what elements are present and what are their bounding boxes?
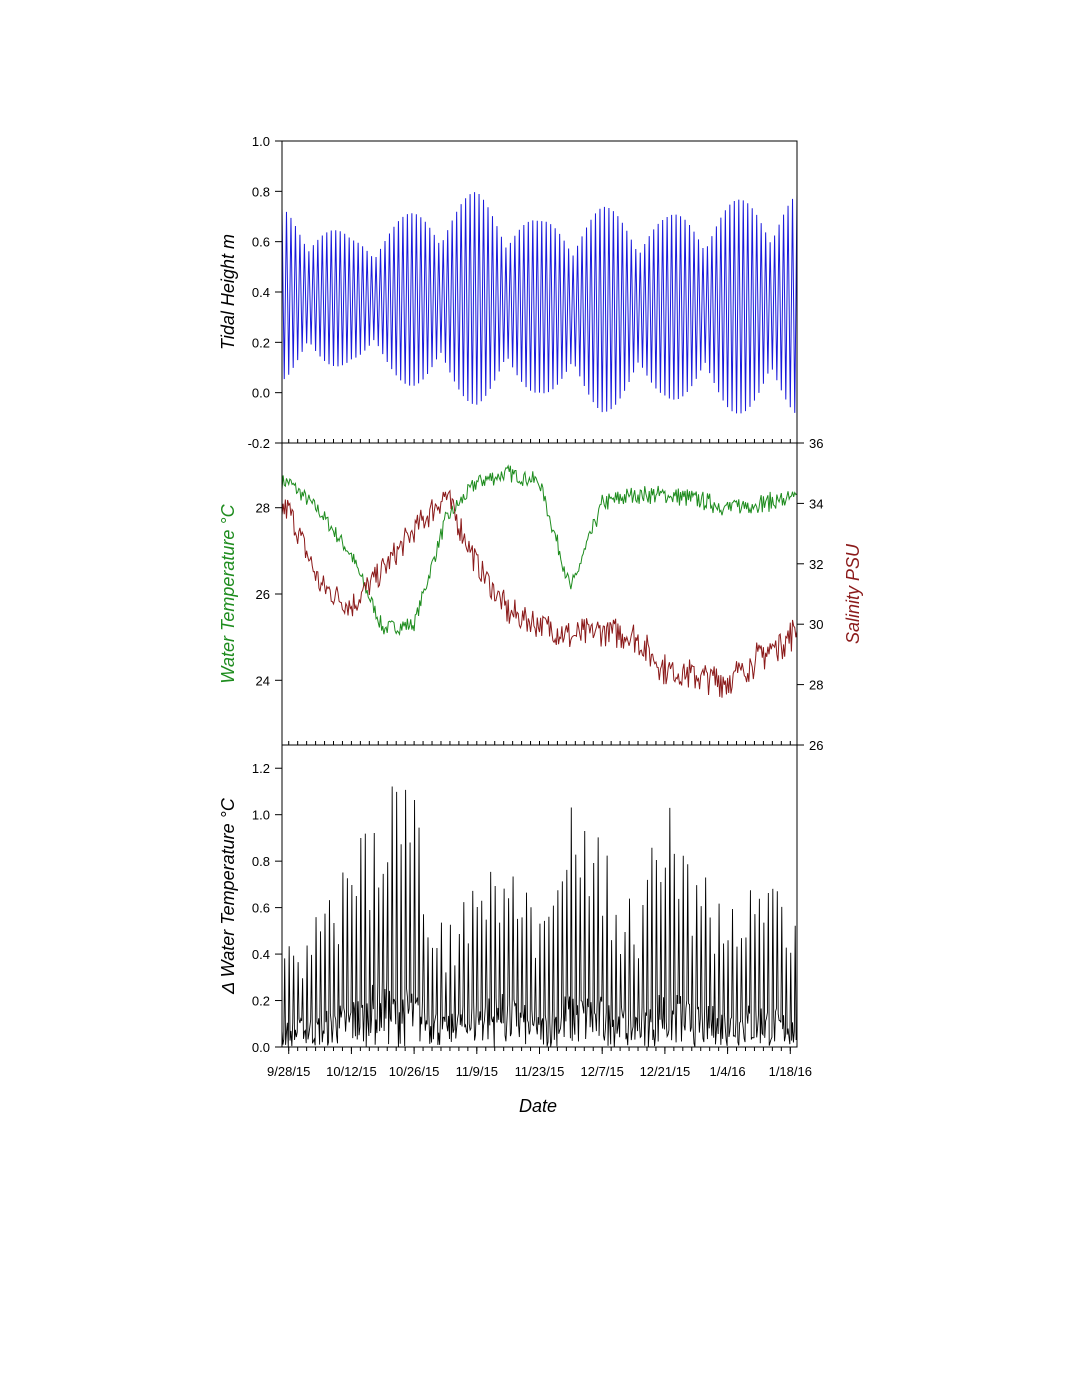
- y-tick-label: 0.0: [252, 1040, 270, 1055]
- y-tick-label: 24: [256, 673, 270, 688]
- y-tick-label: 0.2: [252, 994, 270, 1009]
- y-right-tick-label: 30: [809, 617, 823, 632]
- y-tick-label: 1.2: [252, 761, 270, 776]
- y-tick-label: -0.2: [248, 436, 270, 451]
- y-tick-label: 0.4: [252, 947, 270, 962]
- plot-area: [282, 464, 797, 698]
- y-tick-label: 0.8: [252, 854, 270, 869]
- y-right-tick-label: 32: [809, 557, 823, 572]
- y-tick-label: 0.6: [252, 901, 270, 916]
- x-tick-label: 10/12/15: [326, 1064, 377, 1079]
- x-tick-label: 1/4/16: [710, 1064, 746, 1079]
- delta-water-temperature-panel: 0.0 0.2 0.4 0.6 0.8 1.0 1.2 Δ Water Temperature…: [218, 741, 798, 1055]
- y-axis-title: Water Temperature °C: [218, 503, 238, 683]
- y-tick-label: 26: [256, 587, 270, 602]
- y-tick-label: 0.8: [252, 184, 270, 199]
- x-tick-label: 12/7/15: [581, 1064, 624, 1079]
- x-axis-title: Date: [519, 1096, 557, 1116]
- x-tick-label: 9/28/15: [267, 1064, 310, 1079]
- y-tick-label: 0.6: [252, 235, 270, 250]
- water-temperature-salinity-panel: 24 26 28 26 28 30 32 34 36 Salinity PSU Water Temp…: [218, 436, 863, 753]
- y-right-tick-label: 26: [809, 738, 823, 753]
- x-tick-label: 11/23/15: [515, 1064, 565, 1079]
- y-right-tick-label: 34: [809, 496, 823, 511]
- x-tick-label: 1/18/16: [769, 1064, 812, 1079]
- y-right-tick-label: 28: [809, 678, 823, 693]
- x-tick-label: 10/26/15: [389, 1064, 440, 1079]
- date-x-axis: 9/28/15 10/12/15 10/26/15 11/9/15 11/23/15 12…: [267, 1047, 812, 1079]
- y-tick-label: 0.4: [252, 285, 270, 300]
- y-axis-title: Δ Water Temperature °C: [218, 797, 238, 995]
- y-tick-label: 1.0: [252, 134, 270, 149]
- plot-area: [282, 786, 797, 1047]
- x-tick-label: 11/9/15: [456, 1064, 498, 1079]
- delta-water-temperature-line: [282, 786, 797, 1047]
- tidal-height-line: [282, 192, 797, 414]
- y-tick-label: 0.0: [252, 386, 270, 401]
- tidal-height-panel: -0.2 0.0 0.2 0.4 0.6 0.8 1.0 Tidal Height m: [218, 134, 798, 451]
- y-axis-title: Tidal Height m: [218, 234, 238, 350]
- y-right-tick-label: 36: [809, 436, 823, 451]
- plot-area: [282, 192, 797, 414]
- salinity-line: [282, 489, 797, 698]
- y-tick-label: 1.0: [252, 808, 270, 823]
- water-temperature-line: [282, 464, 797, 636]
- y-tick-label: 0.2: [252, 335, 270, 350]
- y-right-axis-title: Salinity PSU: [843, 543, 863, 644]
- y-tick-label: 28: [256, 501, 270, 516]
- x-tick-label: 12/21/15: [640, 1064, 691, 1079]
